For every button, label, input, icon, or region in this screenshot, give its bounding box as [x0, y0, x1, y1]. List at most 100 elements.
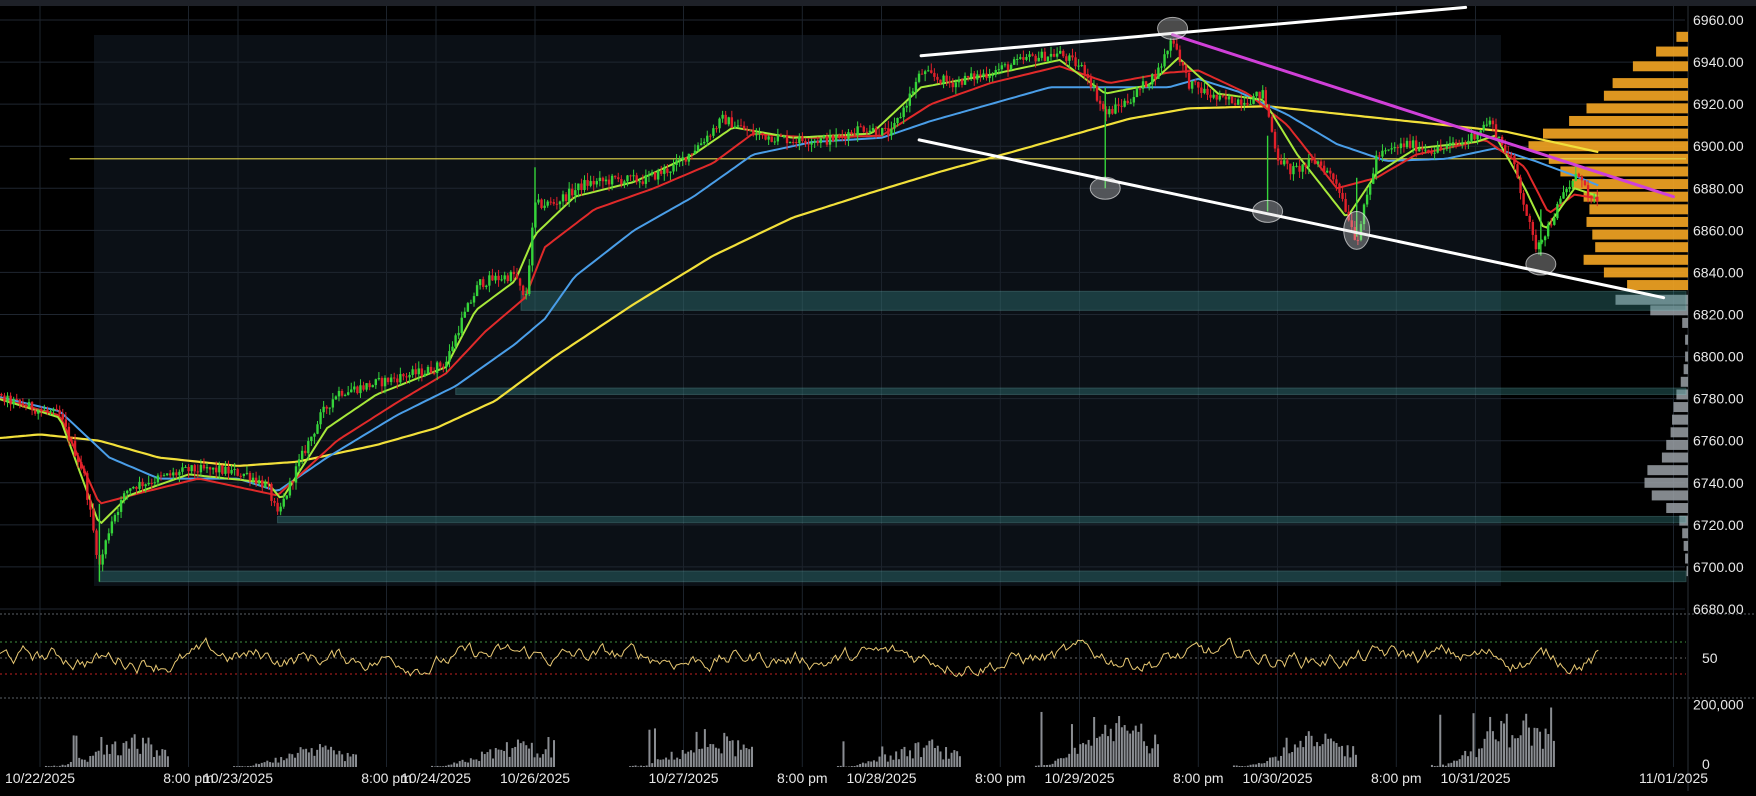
price-axis[interactable]: 6960.006940.006920.006900.006880.006860.… — [1693, 12, 1744, 772]
volume-bar — [462, 760, 464, 767]
candle-body — [906, 106, 908, 108]
volume-bar — [1277, 761, 1279, 767]
candle-body — [918, 74, 920, 82]
candle-body — [1047, 57, 1049, 61]
volume-bar — [1495, 739, 1497, 767]
candle-body — [537, 200, 539, 203]
candle-body — [777, 135, 779, 141]
volume-bar — [1305, 736, 1307, 767]
volume-bar — [439, 766, 441, 767]
candle-body — [43, 410, 45, 411]
volume-bar — [635, 765, 637, 767]
volume-bar — [164, 750, 166, 767]
candle-body — [138, 482, 140, 489]
candle-body — [304, 451, 306, 453]
volume-bar — [150, 744, 152, 767]
candle-body — [240, 476, 242, 477]
volume-bar — [729, 741, 731, 767]
price-tick-label: 6920.00 — [1693, 96, 1744, 112]
volume-bar — [1266, 761, 1268, 767]
volume-bar — [123, 743, 125, 767]
candle-body — [1378, 155, 1380, 156]
volume-bar — [1470, 751, 1472, 767]
volume-bar — [103, 755, 105, 767]
profile-bar-gray — [1674, 402, 1689, 412]
candle-body — [212, 468, 214, 470]
volume-bar — [1511, 735, 1513, 767]
price-tick-label: 6940.00 — [1693, 54, 1744, 70]
candle-body — [62, 414, 64, 419]
volume-bar — [881, 746, 883, 767]
candle-body — [813, 141, 815, 142]
candle-body — [1317, 161, 1319, 163]
candle-body — [181, 467, 183, 471]
volume-bar — [330, 747, 332, 767]
profile-bar-gray — [1685, 554, 1688, 564]
candle-body — [415, 369, 417, 374]
candle-body — [1136, 89, 1138, 97]
candle-body — [319, 412, 321, 424]
volume-bar — [1509, 747, 1511, 767]
volume-bar — [1550, 708, 1552, 767]
volume-bar — [1269, 758, 1271, 767]
candle-body — [1053, 54, 1055, 57]
candle-body — [709, 136, 711, 137]
time-tick-label: 10/22/2025 — [5, 770, 75, 786]
candle-body — [771, 136, 773, 141]
volume-bar — [64, 765, 66, 767]
candle-body — [491, 275, 493, 280]
volume-bar — [539, 758, 541, 767]
volume-bar — [865, 763, 867, 767]
volume-bar — [148, 738, 150, 767]
volume-bar — [1068, 754, 1070, 767]
candle-body — [246, 473, 248, 474]
candle-body — [580, 184, 582, 190]
volume-bar — [912, 758, 914, 767]
price-tick-label: 6680.00 — [1693, 601, 1744, 617]
candle-body — [270, 484, 272, 501]
candle-body — [1473, 134, 1475, 140]
candle-body — [1504, 145, 1506, 153]
candle-body — [1311, 159, 1313, 160]
volume-pane — [45, 708, 1555, 767]
touch-marker — [1344, 211, 1370, 249]
candle-body — [105, 540, 107, 554]
candle-body — [402, 374, 404, 376]
candle-body — [424, 374, 426, 376]
candle-body — [132, 487, 134, 488]
volume-bar — [1135, 726, 1137, 767]
candle-body — [470, 303, 472, 304]
touch-marker — [1253, 200, 1283, 222]
candle-body — [396, 379, 398, 383]
candle-body — [1234, 103, 1236, 105]
candle-body — [461, 318, 463, 333]
volume-bar — [1448, 763, 1450, 767]
candle-body — [568, 189, 570, 201]
candle-body — [712, 128, 714, 136]
volume-bar — [751, 747, 753, 767]
candle-body — [1197, 82, 1199, 88]
candle-body — [982, 73, 984, 76]
volume-bar — [486, 752, 488, 767]
candle-body — [307, 441, 309, 453]
candle-body — [1421, 148, 1423, 149]
candle-body — [666, 169, 668, 173]
candle-body — [973, 73, 975, 79]
volume-bar — [704, 729, 706, 767]
volume-bar — [459, 761, 461, 767]
candle-body — [448, 351, 450, 362]
volume-bar — [1113, 741, 1115, 767]
candle-body — [1077, 66, 1079, 67]
candle-body — [1151, 74, 1153, 84]
candle-body — [187, 467, 189, 471]
profile-bar-orange — [1569, 116, 1688, 126]
volume-bar — [890, 756, 892, 767]
candle-body — [74, 441, 76, 456]
volume-bar — [1261, 763, 1263, 767]
candle-body — [1513, 156, 1515, 165]
candle-body — [19, 400, 21, 404]
volume-bar — [1534, 728, 1536, 767]
